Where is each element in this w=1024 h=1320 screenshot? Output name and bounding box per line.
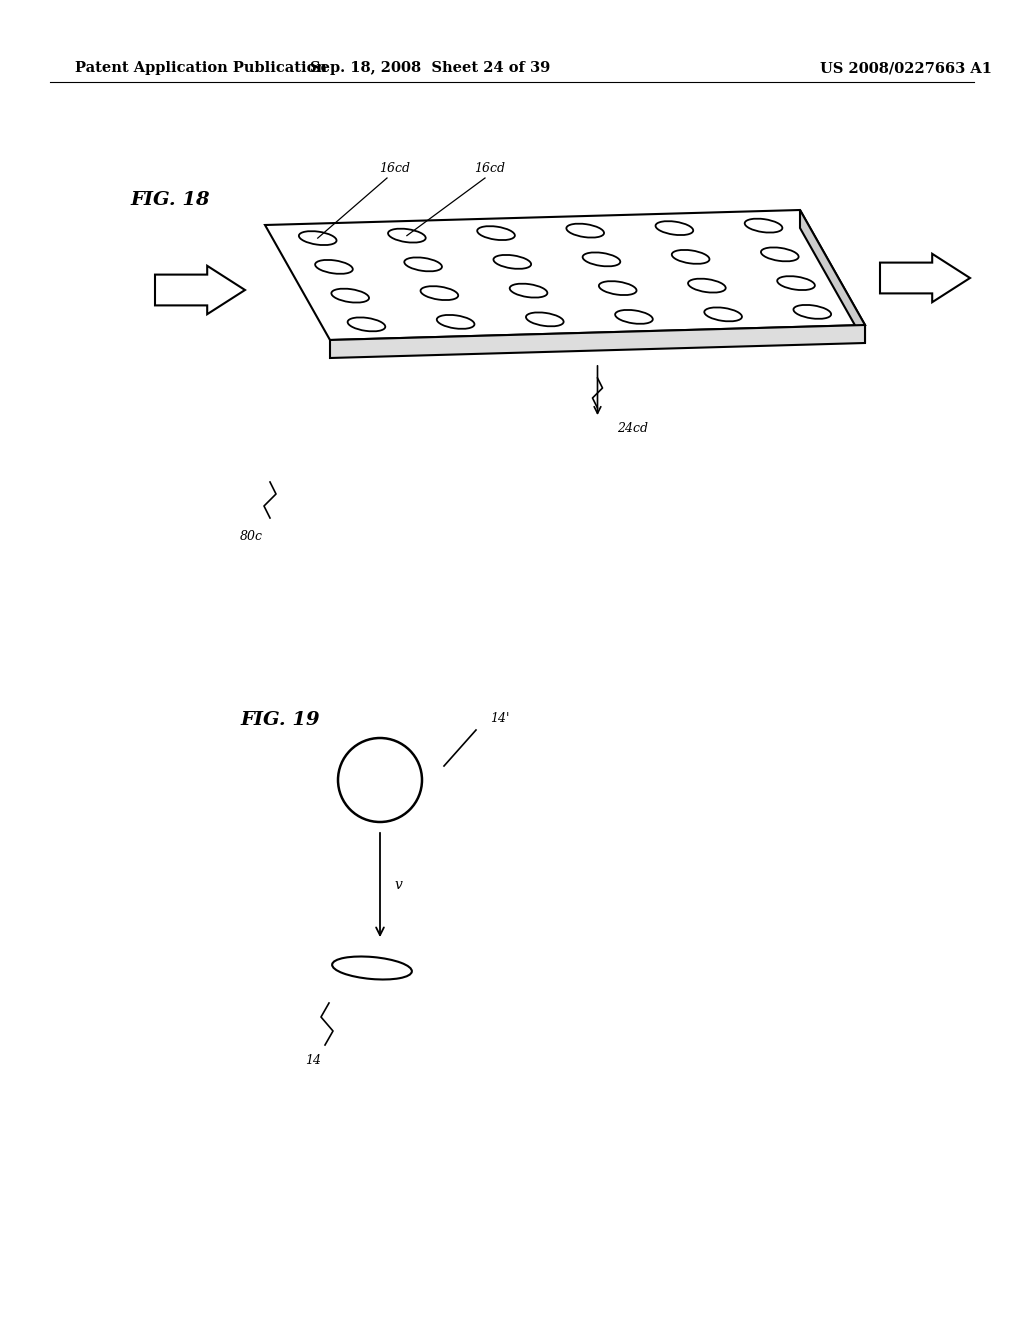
Polygon shape bbox=[880, 253, 970, 302]
Text: FIG. 19: FIG. 19 bbox=[240, 711, 319, 729]
Ellipse shape bbox=[437, 315, 474, 329]
Ellipse shape bbox=[655, 222, 693, 235]
Ellipse shape bbox=[705, 308, 742, 321]
Ellipse shape bbox=[404, 257, 442, 272]
Ellipse shape bbox=[794, 305, 831, 319]
Ellipse shape bbox=[777, 276, 815, 290]
Ellipse shape bbox=[615, 310, 652, 323]
Text: 14: 14 bbox=[305, 1053, 321, 1067]
Ellipse shape bbox=[315, 260, 353, 273]
Text: FIG. 18: FIG. 18 bbox=[130, 191, 210, 209]
Text: US 2008/0227663 A1: US 2008/0227663 A1 bbox=[820, 61, 992, 75]
Ellipse shape bbox=[421, 286, 458, 300]
Polygon shape bbox=[155, 265, 245, 314]
Ellipse shape bbox=[347, 317, 385, 331]
Ellipse shape bbox=[494, 255, 531, 269]
Polygon shape bbox=[800, 210, 865, 343]
Text: 80c: 80c bbox=[240, 531, 263, 544]
Text: 24cd: 24cd bbox=[617, 421, 648, 434]
Ellipse shape bbox=[332, 957, 412, 979]
Ellipse shape bbox=[332, 289, 369, 302]
Ellipse shape bbox=[744, 219, 782, 232]
Ellipse shape bbox=[477, 226, 515, 240]
Polygon shape bbox=[265, 210, 865, 341]
Ellipse shape bbox=[599, 281, 637, 296]
Ellipse shape bbox=[583, 252, 621, 267]
Text: v: v bbox=[394, 878, 401, 892]
Ellipse shape bbox=[299, 231, 337, 246]
Circle shape bbox=[338, 738, 422, 822]
Text: 14': 14' bbox=[490, 711, 509, 725]
Ellipse shape bbox=[526, 313, 563, 326]
Ellipse shape bbox=[688, 279, 726, 293]
Polygon shape bbox=[330, 325, 865, 358]
Text: Sep. 18, 2008  Sheet 24 of 39: Sep. 18, 2008 Sheet 24 of 39 bbox=[310, 61, 550, 75]
Ellipse shape bbox=[761, 247, 799, 261]
Text: 16cd: 16cd bbox=[380, 161, 411, 174]
Ellipse shape bbox=[672, 249, 710, 264]
Text: Patent Application Publication: Patent Application Publication bbox=[75, 61, 327, 75]
Text: 16cd: 16cd bbox=[474, 161, 506, 174]
Ellipse shape bbox=[388, 228, 426, 243]
Ellipse shape bbox=[566, 223, 604, 238]
Ellipse shape bbox=[510, 284, 548, 297]
